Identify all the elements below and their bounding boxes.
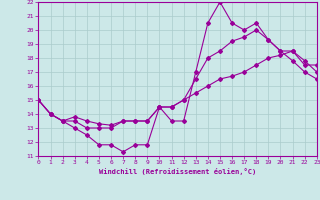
X-axis label: Windchill (Refroidissement éolien,°C): Windchill (Refroidissement éolien,°C) [99,168,256,175]
